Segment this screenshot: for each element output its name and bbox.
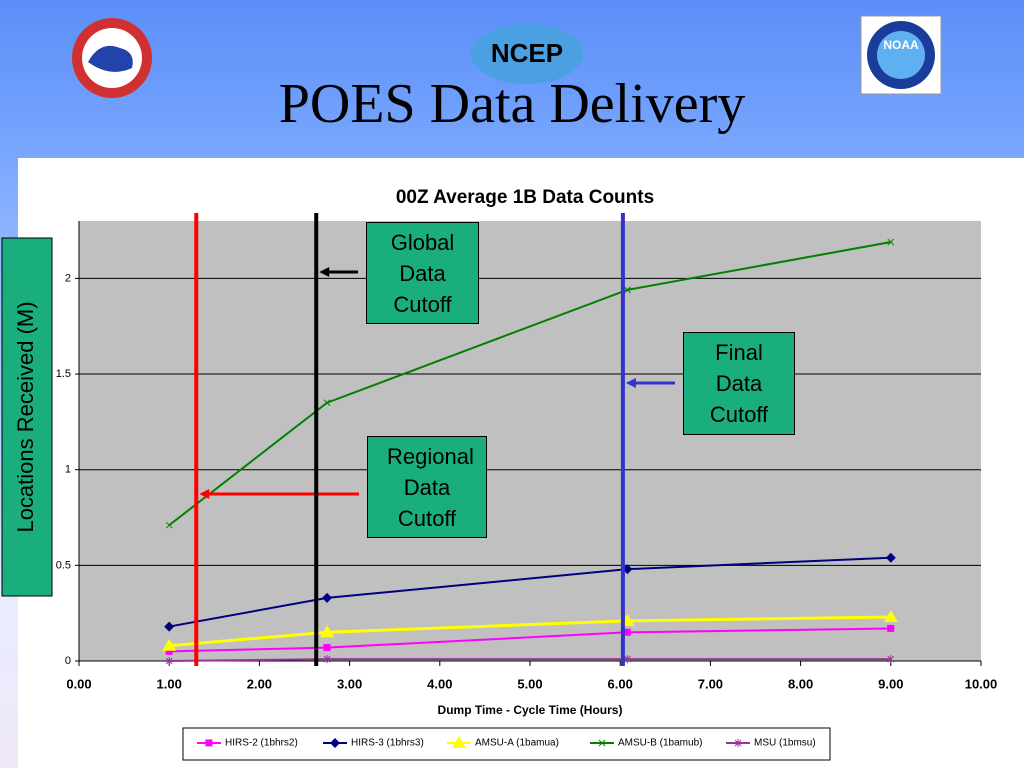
- callout-text: Final Data Cutoff: [709, 340, 769, 427]
- x-tick-label: 2.00: [247, 676, 272, 691]
- logo-text: NCEP: [491, 38, 563, 68]
- legend-marker: [330, 738, 340, 748]
- x-axis-label: Dump Time - Cycle Time (Hours): [438, 703, 623, 717]
- point: [883, 610, 898, 622]
- point: [323, 399, 331, 407]
- x-tick-label: 0.00: [66, 676, 91, 691]
- plot-area: [79, 221, 981, 661]
- y-tick-label: 1.5: [56, 368, 71, 380]
- series-line: [169, 627, 891, 653]
- legend-label: MSU (1bmsu): [754, 738, 816, 749]
- y-tick-label: 0: [65, 655, 71, 667]
- y-label-box: [1, 237, 53, 597]
- legend-label: HIRS-2 (1bhrs2): [225, 738, 298, 749]
- legend-marker: [598, 739, 606, 747]
- legend-label: AMSU-A (1bamua): [475, 738, 559, 749]
- x-tick-label: 3.00: [337, 676, 362, 691]
- point: [162, 638, 177, 651]
- logo-nws: [72, 18, 152, 98]
- x-tick-label: 10.00: [965, 676, 998, 691]
- legend-marker: [452, 736, 466, 748]
- series-line: [169, 658, 891, 662]
- arrow-head: [199, 489, 210, 499]
- point: [322, 592, 333, 603]
- legend-marker: [734, 739, 742, 747]
- slide-title: POES Data Delivery: [278, 73, 746, 135]
- x-tick-label: 4.00: [427, 676, 452, 691]
- point: [887, 655, 895, 664]
- x-tick-label: 1.00: [157, 676, 182, 691]
- series-line: [169, 556, 891, 628]
- callout: Final Data Cutoff: [683, 332, 795, 435]
- x-tick-label: 5.00: [517, 676, 542, 691]
- arrow-head: [319, 267, 330, 277]
- series-line: [168, 241, 891, 526]
- series-line: [169, 615, 891, 648]
- point: [320, 625, 335, 638]
- callout-text: Regional Data Cutoff: [387, 443, 474, 531]
- point: [323, 644, 331, 652]
- x-tick-label: 7.00: [698, 676, 723, 691]
- callout: Regional Data Cutoff: [367, 436, 487, 538]
- callout-text: Global Data Cutoff: [390, 229, 455, 317]
- point: [165, 521, 173, 529]
- callout: Global Data Cutoff: [366, 222, 479, 324]
- point: [624, 286, 631, 294]
- legend-label: AMSU-B (1bamub): [618, 738, 702, 749]
- legend: [182, 727, 831, 761]
- point: [623, 628, 631, 636]
- point: [165, 657, 173, 665]
- y-tick-label: 2: [65, 272, 71, 284]
- point: [323, 655, 331, 664]
- point: [164, 621, 175, 632]
- y-tick-label: 1: [65, 464, 71, 476]
- logo-text: NOAA: [883, 38, 919, 52]
- x-tick-label: 9.00: [878, 676, 903, 691]
- point: [887, 624, 895, 632]
- point: [887, 238, 895, 246]
- logo-noaa: NOAA: [860, 15, 942, 95]
- arrow-head: [625, 378, 636, 388]
- point: [622, 564, 633, 575]
- y-axis-label: Locations Received (M): [13, 301, 38, 532]
- y-tick-label: 0.5: [56, 559, 71, 571]
- legend-label: HIRS-3 (1bhrs3): [351, 738, 424, 749]
- x-tick-label: 8.00: [788, 676, 813, 691]
- legend-marker: [205, 739, 213, 747]
- point: [165, 647, 173, 655]
- point: [885, 552, 896, 563]
- chart-title: 00Z Average 1B Data Counts: [396, 187, 654, 208]
- x-tick-label: 6.00: [608, 676, 633, 691]
- point: [624, 655, 631, 664]
- logo-ncep: NCEP: [471, 24, 583, 84]
